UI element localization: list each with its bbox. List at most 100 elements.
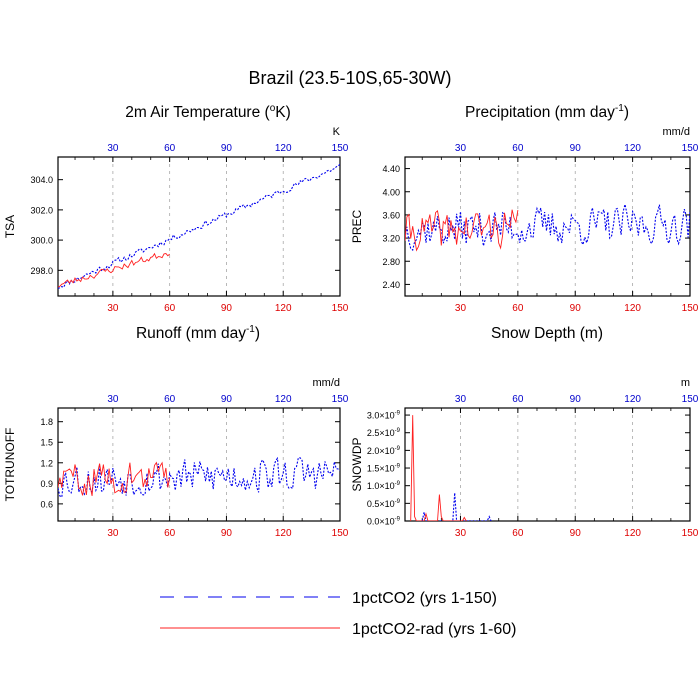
y-tick-label-exponent: -9 xyxy=(395,464,401,470)
legend: 1pctCO2 (yrs 1-150) 1pctCO2-rad (yrs 1-6… xyxy=(160,590,517,638)
y-tick-label: 3.20 xyxy=(382,234,400,244)
panel-title-end: ) xyxy=(624,104,629,121)
y-tick-label-value: 0.5×10 xyxy=(367,499,395,509)
panel-title: Runoff (mm day-1) xyxy=(136,324,260,342)
y-tick-label-value: 2.80 xyxy=(382,257,400,267)
panel-title-superscript: o xyxy=(270,103,276,114)
x-tick-label-top: 30 xyxy=(455,394,467,405)
panel-title-end: K) xyxy=(275,104,291,121)
y-axis-label: TSA xyxy=(3,215,17,238)
x-tick-label-bottom: 60 xyxy=(164,303,176,314)
panel-title-superscript: -1 xyxy=(246,324,255,335)
y-tick-label: 0.5×10-9 xyxy=(367,499,401,509)
y-tick-label: 4.00 xyxy=(382,187,400,197)
y-tick-label-value: 304.0 xyxy=(30,175,53,185)
panel-unit-label: K xyxy=(333,126,341,138)
x-tick-label-bottom: 120 xyxy=(624,528,641,539)
y-tick-label-exponent: -9 xyxy=(395,517,401,523)
x-tick-label-top: 60 xyxy=(164,143,176,154)
y-tick-label-value: 1.0×10 xyxy=(367,481,395,491)
legend-label-rad: 1pctCO2-rad (yrs 1-60) xyxy=(352,621,517,638)
y-tick-label-value: 1.5×10 xyxy=(367,464,395,474)
y-tick-label: 1.5 xyxy=(40,438,53,448)
y-tick-label: 2.5×10-9 xyxy=(367,428,401,438)
x-tick-label-top: 150 xyxy=(332,394,349,405)
y-tick-label: 2.80 xyxy=(382,257,400,267)
x-tick-label-top: 90 xyxy=(570,143,582,154)
y-tick-label: 0.0×10-9 xyxy=(367,517,401,527)
y-tick-label-value: 4.40 xyxy=(382,164,400,174)
x-tick-label-bottom: 60 xyxy=(512,303,524,314)
x-tick-label-bottom: 30 xyxy=(455,303,467,314)
x-tick-label-bottom: 120 xyxy=(624,303,641,314)
series-line-1pctCO2 xyxy=(58,456,340,498)
x-tick-label-bottom: 150 xyxy=(682,303,699,314)
panel-runoff: Runoff (mm day-1) mm/d 30 30 60 60 90 90 120 120 1… xyxy=(3,324,349,539)
y-tick-label-value: 0.6 xyxy=(40,499,53,509)
x-tick-label-top: 30 xyxy=(107,143,119,154)
series-line-1pctCO2 xyxy=(58,164,340,289)
x-tick-label-bottom: 90 xyxy=(570,303,582,314)
panel-title-main: 2m Air Temperature ( xyxy=(125,104,270,121)
plot-frame xyxy=(404,156,691,297)
y-tick-label: 1.5×10-9 xyxy=(367,464,401,474)
y-tick-label: 304.0 xyxy=(30,175,53,185)
y-tick-label-value: 0.0×10 xyxy=(367,517,395,527)
panel-title: Snow Depth (m) xyxy=(491,325,603,342)
y-tick-label: 4.40 xyxy=(382,164,400,174)
x-tick-label-bottom: 90 xyxy=(221,528,233,539)
x-tick-label-top: 60 xyxy=(164,394,176,405)
x-tick-label-top: 90 xyxy=(570,394,582,405)
x-tick-label-bottom: 90 xyxy=(570,528,582,539)
y-tick-label: 1.2 xyxy=(40,458,53,468)
series-line-1pctCO2-rad xyxy=(410,415,467,521)
x-tick-label-top: 150 xyxy=(332,143,349,154)
y-axis-label: SNOWDP xyxy=(350,438,364,492)
plot-frame xyxy=(57,407,341,522)
y-axis-label: PREC xyxy=(350,209,364,243)
panel-title: 2m Air Temperature (oK) xyxy=(125,103,291,121)
y-tick-label-exponent: -9 xyxy=(395,481,401,487)
y-tick-label: 302.0 xyxy=(30,205,53,215)
x-tick-label-bottom: 90 xyxy=(221,303,233,314)
panel-title-end: ) xyxy=(255,325,260,342)
y-tick-label-value: 1.5 xyxy=(40,438,53,448)
series-line-1pctCO2-rad xyxy=(58,461,171,496)
x-tick-label-top: 150 xyxy=(682,143,699,154)
y-tick-label-value: 1.8 xyxy=(40,417,53,427)
panel-snow-depth: Snow Depth (m) m 30 30 60 60 90 90 120 120 150 150 0… xyxy=(350,325,699,539)
x-tick-label-top: 150 xyxy=(682,394,699,405)
x-tick-label-top: 30 xyxy=(107,394,119,405)
x-tick-label-bottom: 30 xyxy=(455,528,467,539)
y-axis-label: TOTRUNOFF xyxy=(3,428,17,502)
x-tick-label-bottom: 150 xyxy=(332,528,349,539)
y-tick-label: 0.6 xyxy=(40,499,53,509)
y-tick-label-value: 3.60 xyxy=(382,210,400,220)
x-tick-label-bottom: 30 xyxy=(107,528,119,539)
y-tick-label-exponent: -9 xyxy=(395,411,401,417)
y-tick-label-value: 2.5×10 xyxy=(367,428,395,438)
panel-precipitation: Precipitation (mm day-1) mm/d 30 30 60 60 90 90… xyxy=(350,103,699,314)
panel-air-temperature: 2m Air Temperature (oK) K 30 30 60 60 90 90 120 1… xyxy=(3,103,349,314)
x-tick-label-bottom: 60 xyxy=(512,528,524,539)
series-line-1pctCO2 xyxy=(421,492,492,521)
x-tick-label-top: 90 xyxy=(221,143,233,154)
series-line-1pctCO2-rad xyxy=(58,252,170,288)
y-tick-label-value: 298.0 xyxy=(30,266,53,276)
y-tick-label-value: 3.20 xyxy=(382,234,400,244)
x-tick-label-bottom: 150 xyxy=(332,303,349,314)
series-line-1pctCO2 xyxy=(405,204,690,251)
series-line-1pctCO2-rad xyxy=(405,209,519,252)
figure-title: Brazil (23.5-10S,65-30W) xyxy=(248,68,451,88)
y-tick-label-value: 3.0×10 xyxy=(367,411,395,421)
y-tick-label: 300.0 xyxy=(30,236,53,246)
y-tick-label: 298.0 xyxy=(30,266,53,276)
x-tick-label-top: 90 xyxy=(221,394,233,405)
y-tick-label-value: 300.0 xyxy=(30,236,53,246)
x-tick-label-top: 120 xyxy=(275,394,292,405)
panel-title-main: Precipitation (mm day xyxy=(465,104,615,121)
x-tick-label-top: 120 xyxy=(624,394,641,405)
panel-title-main: Snow Depth (m) xyxy=(491,325,603,342)
y-tick-label: 3.60 xyxy=(382,210,400,220)
